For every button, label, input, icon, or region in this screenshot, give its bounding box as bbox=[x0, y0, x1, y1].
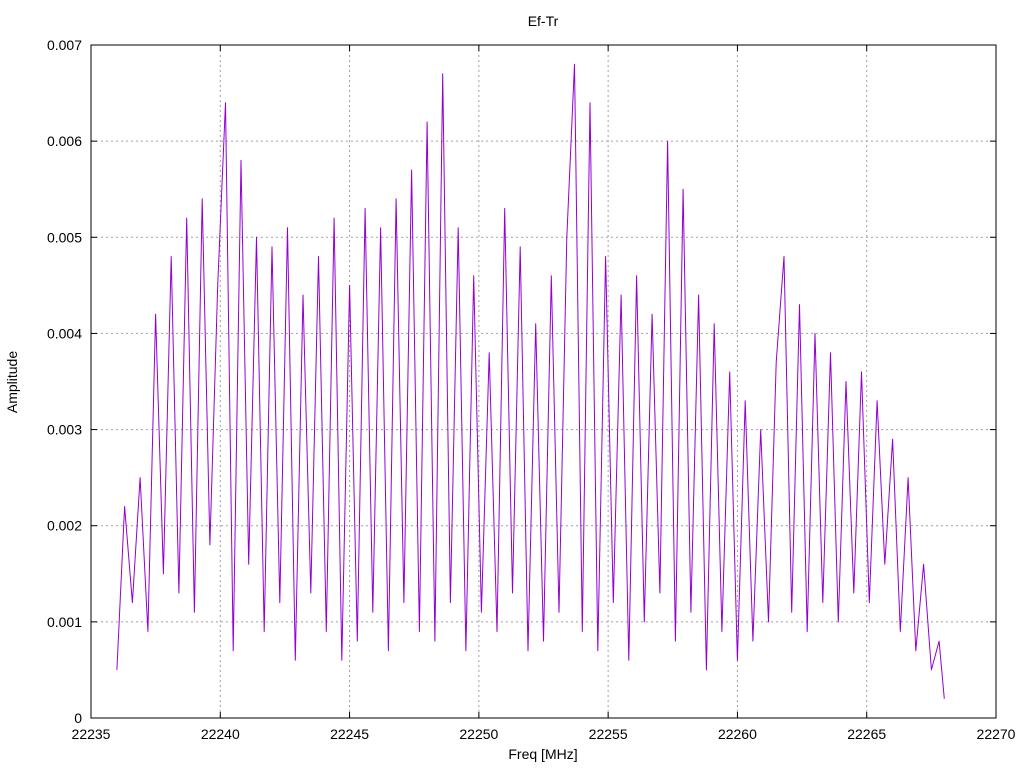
chart-title: Ef-Tr bbox=[528, 13, 559, 29]
x-tick-label: 22265 bbox=[847, 726, 886, 742]
series-layer bbox=[116, 63, 945, 699]
x-tick-label: 22270 bbox=[977, 726, 1016, 742]
y-axis-label: Amplitude bbox=[4, 351, 20, 413]
y-tick-label: 0.005 bbox=[47, 229, 82, 245]
x-tick-label: 22260 bbox=[718, 726, 757, 742]
x-tick-label: 22255 bbox=[589, 726, 628, 742]
y-tick-label: 0.007 bbox=[47, 37, 82, 53]
y-tick-label: 0.004 bbox=[47, 325, 82, 341]
y-tick-label: 0.003 bbox=[47, 422, 82, 438]
x-tick-label: 22245 bbox=[330, 726, 369, 742]
x-axis-label: Freq [MHz] bbox=[508, 746, 577, 762]
x-tick-label: 22235 bbox=[72, 726, 111, 742]
x-tick-label: 22250 bbox=[459, 726, 498, 742]
y-tick-label: 0.001 bbox=[47, 614, 82, 630]
x-tick-label: 22240 bbox=[201, 726, 240, 742]
grid-layer bbox=[91, 45, 996, 718]
y-tick-label: 0.002 bbox=[47, 518, 82, 534]
plot-border bbox=[90, 44, 997, 719]
series-line bbox=[116, 63, 945, 699]
y-tick-label: 0 bbox=[74, 710, 82, 726]
y-tick-label: 0.006 bbox=[47, 133, 82, 149]
tick-layer: 22235 22240 22245 22250 22255 22260 22265 22270… bbox=[47, 37, 1016, 742]
